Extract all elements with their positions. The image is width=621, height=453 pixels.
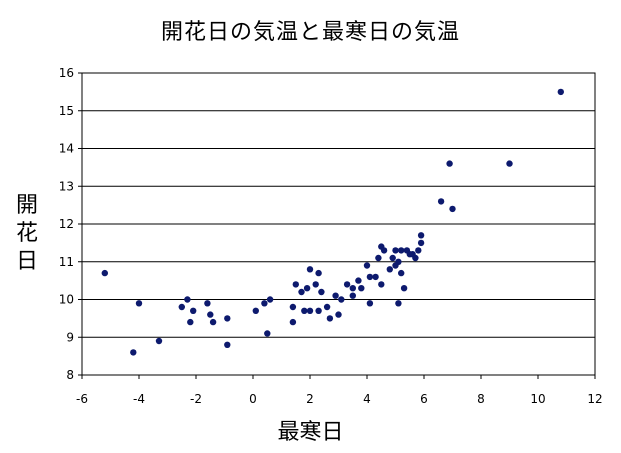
data-point-26 (315, 269, 322, 277)
data-point-14 (261, 300, 268, 307)
data-point-62 (417, 232, 425, 239)
data-point-51 (395, 258, 402, 265)
data-point-34 (343, 281, 351, 288)
x-tick-label: 2 (306, 392, 314, 406)
data-point-65 (449, 205, 456, 213)
data-point-1 (130, 349, 137, 356)
data-point-63 (437, 198, 445, 205)
data-point-6 (187, 318, 194, 326)
data-point-53 (398, 269, 405, 277)
data-point-4 (178, 303, 185, 311)
y-tick-label: 10 (59, 293, 74, 307)
data-point-31 (332, 292, 339, 299)
x-axis-label: 最寒日 (277, 420, 344, 445)
data-point-27 (315, 307, 322, 314)
data-point-24 (306, 307, 314, 314)
x-tick-label: 10 (530, 392, 545, 406)
data-point-66 (506, 160, 513, 167)
data-point-3 (155, 337, 163, 345)
data-point-16 (266, 296, 274, 303)
data-point-55 (400, 285, 408, 292)
data-point-37 (355, 277, 362, 284)
data-point-20 (298, 288, 305, 296)
x-tick-label: 12 (587, 392, 602, 406)
y-axis-label: 開 花 日 (15, 193, 38, 274)
y-tick-label: 15 (59, 104, 74, 118)
data-point-41 (366, 273, 374, 281)
y-tick-label: 9 (66, 330, 74, 344)
data-point-29 (323, 303, 331, 311)
data-point-9 (207, 311, 214, 318)
data-point-33 (338, 296, 345, 303)
data-point-17 (289, 318, 297, 326)
data-point-48 (389, 254, 396, 262)
data-point-59 (412, 254, 419, 262)
data-point-8 (204, 300, 211, 307)
x-tick-label: 8 (477, 392, 485, 406)
data-point-22 (303, 285, 311, 292)
data-point-42 (372, 273, 379, 281)
data-point-40 (366, 300, 374, 307)
x-tick-label: 6 (420, 392, 428, 406)
data-point-49 (392, 247, 399, 254)
y-tick-label: 16 (59, 66, 74, 80)
y-tick-label: 13 (59, 179, 74, 193)
data-point-47 (386, 266, 393, 273)
data-point-25 (312, 281, 319, 288)
data-point-7 (190, 307, 197, 314)
data-point-64 (446, 160, 453, 167)
data-point-35 (349, 292, 356, 299)
data-point-43 (375, 254, 382, 262)
data-point-54 (398, 247, 405, 254)
data-point-5 (184, 296, 191, 303)
axis-ticks: 8 9 10 11 12 13 14 15 16 -6 -4 -2 0 2 4 6 8 10 12 (59, 66, 603, 406)
data-point-11 (224, 315, 231, 322)
data-point-30 (326, 315, 334, 322)
data-point-21 (301, 307, 308, 314)
data-point-23 (306, 266, 314, 273)
data-point-32 (335, 311, 342, 318)
data-points (101, 88, 564, 356)
data-point-10 (209, 318, 217, 326)
x-tick-label: -6 (76, 392, 88, 406)
x-tick-label: 4 (363, 392, 371, 406)
data-point-61 (417, 239, 425, 247)
data-point-28 (318, 288, 325, 296)
data-point-15 (264, 330, 271, 337)
data-point-13 (252, 307, 259, 314)
data-point-46 (380, 247, 388, 254)
data-point-67 (557, 88, 564, 96)
data-point-2 (135, 300, 143, 307)
chart-title: 開花日の気温と最寒日の気温 (160, 20, 460, 45)
y-tick-label: 14 (59, 142, 74, 156)
data-point-0 (101, 269, 109, 277)
x-tick-label: 0 (249, 392, 257, 406)
y-tick-label: 12 (59, 217, 74, 231)
data-point-60 (415, 247, 422, 254)
data-point-45 (378, 281, 385, 288)
data-point-39 (363, 262, 371, 269)
x-tick-label: -4 (133, 392, 145, 406)
data-point-52 (395, 300, 402, 307)
data-point-12 (224, 341, 231, 348)
x-tick-label: -2 (190, 392, 202, 406)
data-point-36 (349, 285, 356, 292)
data-point-18 (289, 303, 297, 311)
y-tick-label: 8 (66, 368, 74, 382)
data-point-19 (292, 281, 299, 288)
y-tick-label: 11 (59, 255, 74, 269)
grid-lines (82, 110, 595, 338)
data-point-38 (358, 285, 365, 292)
